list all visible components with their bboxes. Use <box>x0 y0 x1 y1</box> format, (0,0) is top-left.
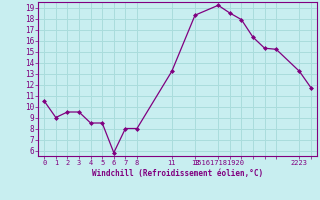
X-axis label: Windchill (Refroidissement éolien,°C): Windchill (Refroidissement éolien,°C) <box>92 169 263 178</box>
